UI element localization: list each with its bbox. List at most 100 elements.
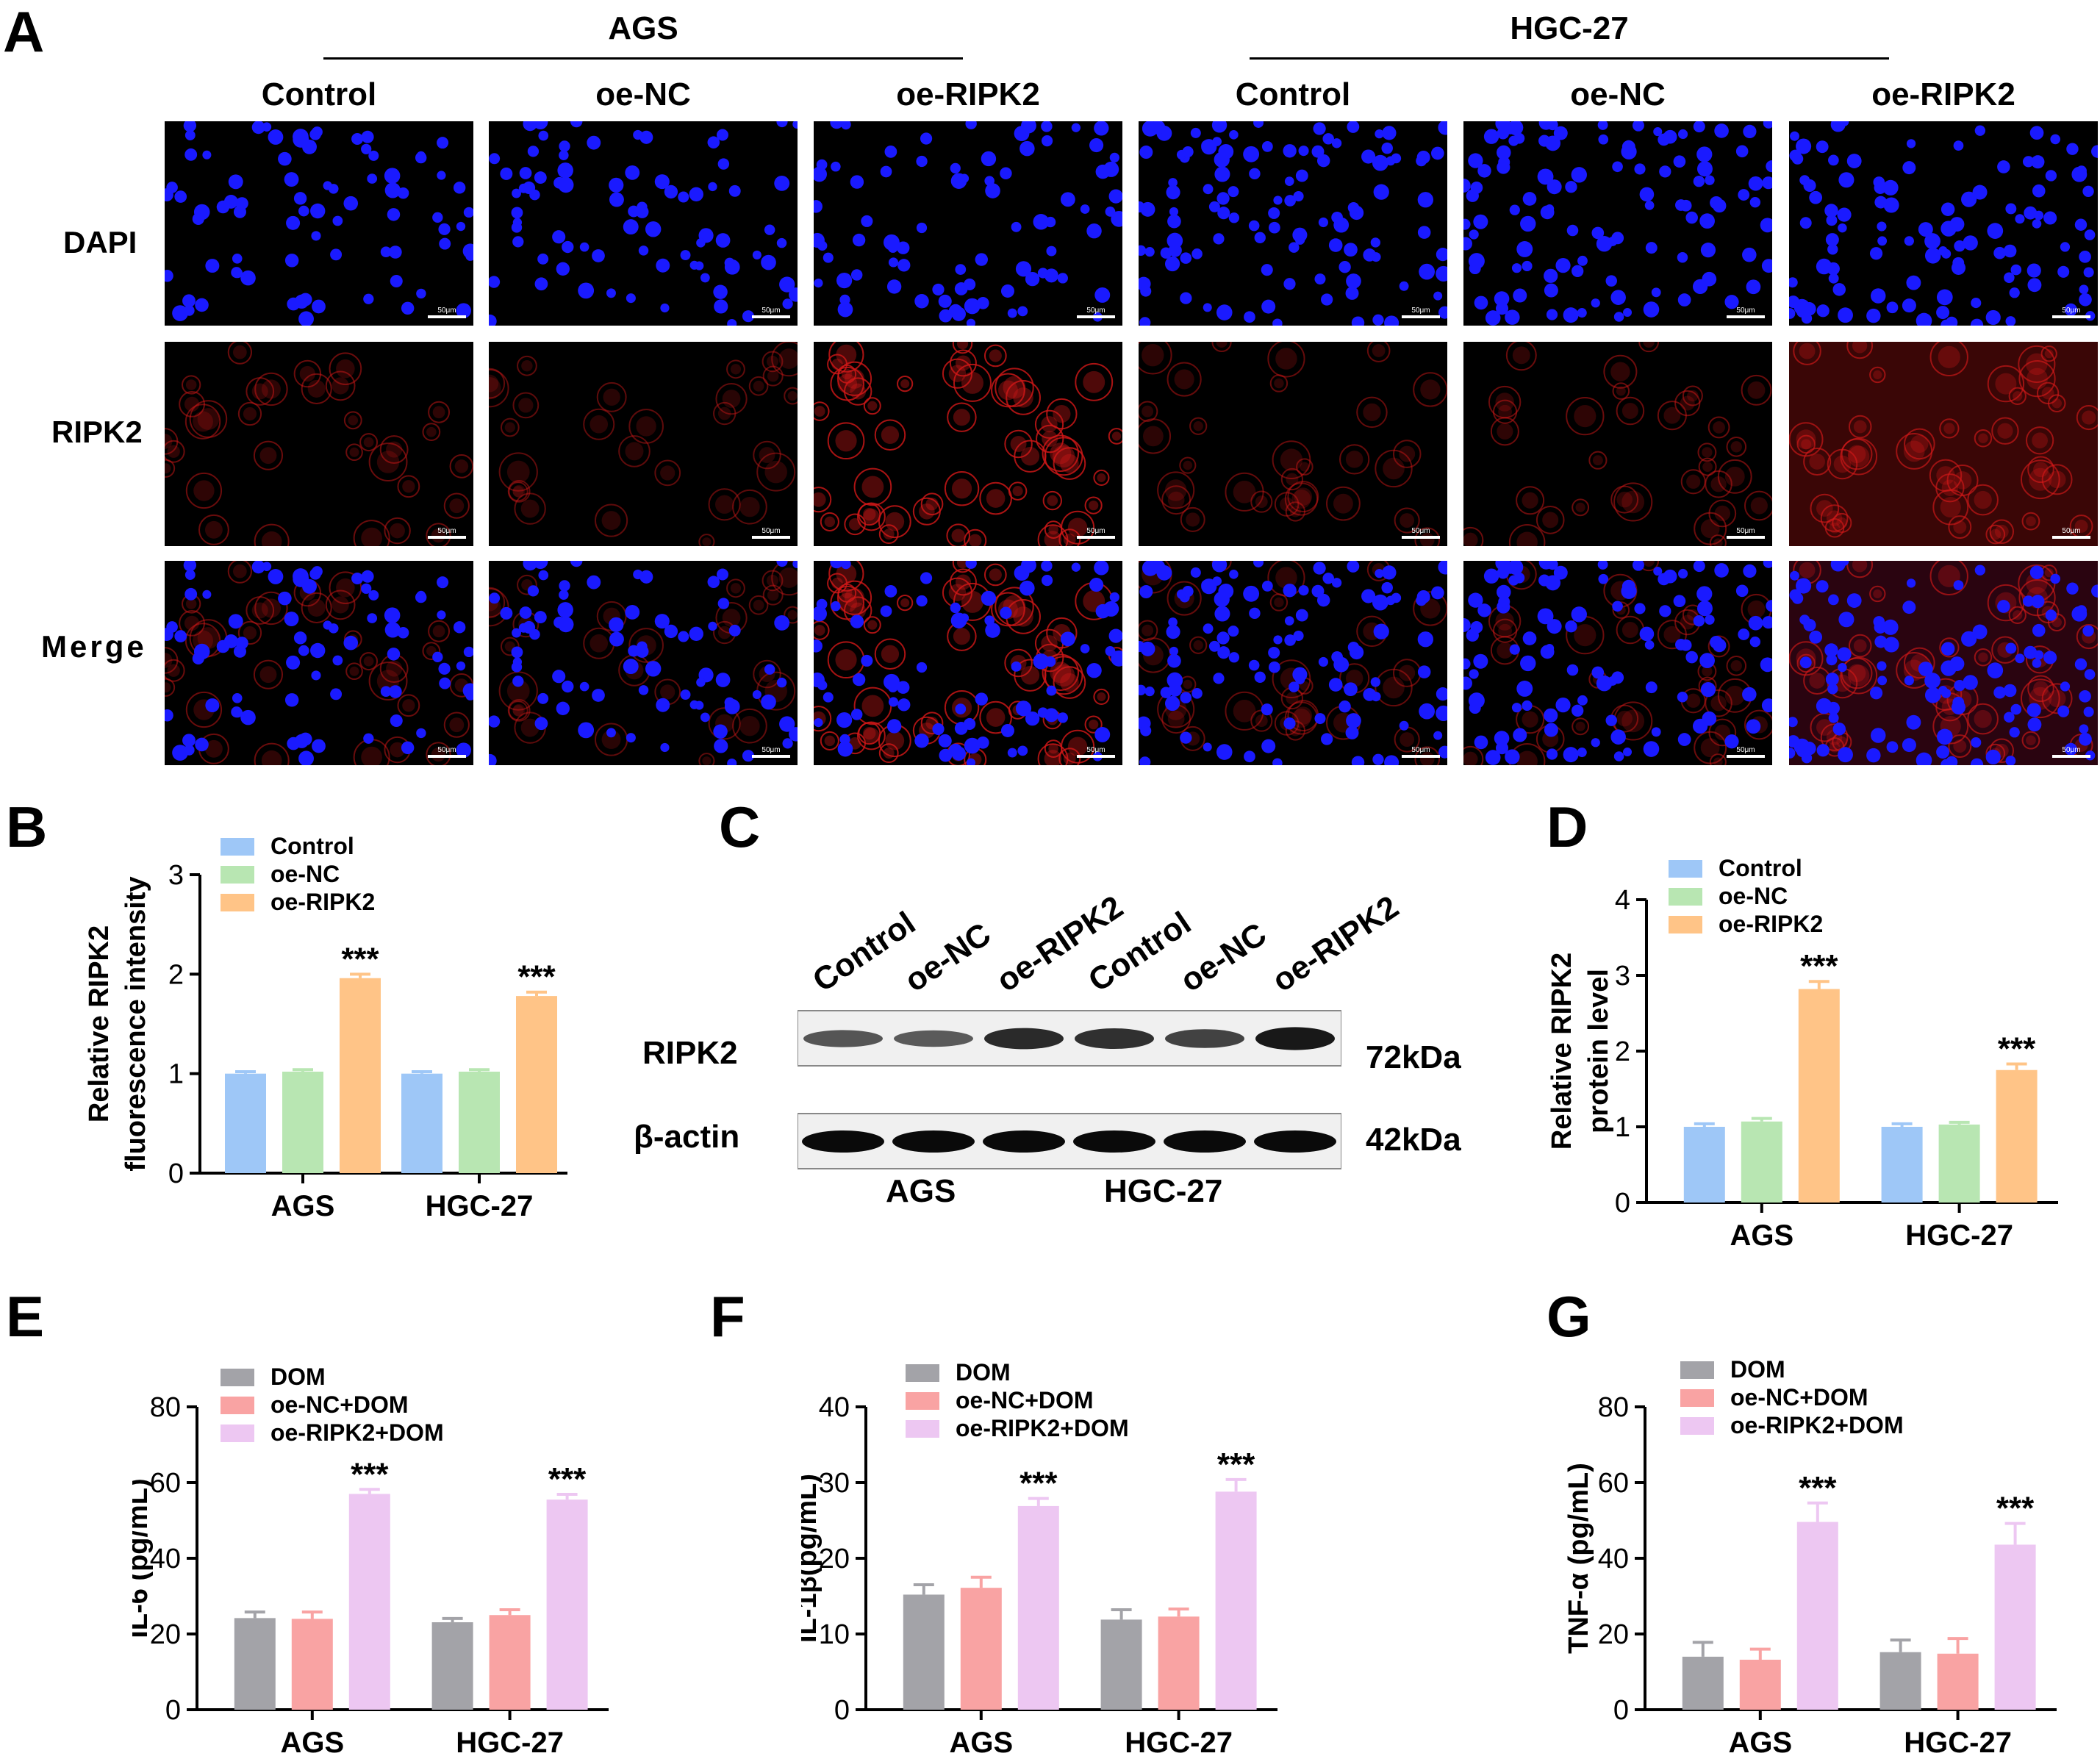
panel-letter-e: E xyxy=(6,1284,45,1349)
legend-swatch xyxy=(906,1364,939,1382)
scale-bar-line xyxy=(752,755,790,758)
col-header-oe-nc-hgc27: oe-NC xyxy=(1570,76,1666,112)
micrograph-image xyxy=(1789,561,2098,765)
y-tick-label: 4 xyxy=(1615,885,1630,916)
scale-bar-line xyxy=(1402,755,1440,758)
scale-bar-label: 50μm xyxy=(2062,746,2081,754)
bar-oe-ripk2-dom-ags xyxy=(1017,1505,1059,1710)
legend-label: oe-RIPK2+DOM xyxy=(270,1419,444,1446)
bar-oe-nc-dom-hgc-27 xyxy=(1937,1653,1979,1710)
y-axis-label: IL-6 (pg/mL) xyxy=(132,1478,154,1638)
scale-bar: 50μm xyxy=(428,307,466,318)
legend-swatch xyxy=(1680,1361,1714,1379)
scale-bar-label: 50μm xyxy=(437,307,456,315)
y-tick-label: 0 xyxy=(1615,1188,1630,1219)
scale-bar: 50μm xyxy=(752,527,790,539)
significance-marker: *** xyxy=(1019,1466,1058,1502)
y-axis-label: TNF-α (pg/mL) xyxy=(1566,1463,1594,1654)
legend-swatch xyxy=(221,1424,254,1442)
bar-dom-ags xyxy=(903,1594,945,1710)
col-header-oe-ripk2-hgc27: oe-RIPK2 xyxy=(1871,76,2015,112)
scale-bar-line xyxy=(1727,315,1765,318)
legend-label: DOM xyxy=(270,1363,326,1390)
micrograph-merge-col-2: 50μm xyxy=(489,561,798,765)
micrograph-image xyxy=(1789,121,2098,326)
row-label-ripk2: RIPK2 xyxy=(51,415,143,449)
x-tick-label: HGC-27 xyxy=(1904,1727,2012,1754)
scale-bar-line xyxy=(2052,536,2090,539)
y-tick-label: 80 xyxy=(1598,1392,1629,1423)
panel-letter-d: D xyxy=(1547,795,1588,859)
bar-oe-ripk2-dom-hgc-27 xyxy=(546,1499,588,1710)
micrograph-image xyxy=(1139,342,1447,546)
legend-swatch xyxy=(221,866,254,884)
band-actin-lane-2 xyxy=(892,1130,975,1153)
legend-label: oe-NC+DOM xyxy=(956,1387,1094,1413)
x-tick-label: AGS xyxy=(1728,1727,1792,1754)
micrograph-merge-col-1: 50μm xyxy=(165,561,473,765)
micrograph-image xyxy=(1789,342,2098,546)
significance-marker: *** xyxy=(351,1456,389,1492)
scale-bar: 50μm xyxy=(428,746,466,758)
scale-bar: 50μm xyxy=(2052,307,2090,318)
band-name-actin: β-actin xyxy=(634,1119,740,1155)
scale-bar: 50μm xyxy=(1402,307,1440,318)
micrograph-dapi-col-3: 50μm xyxy=(814,121,1122,326)
group-line-hgc27 xyxy=(1250,57,1889,60)
western-blot-panel: Control oe-NC oe-RIPK2 Control oe-NC oe-… xyxy=(634,831,1514,1213)
legend-swatch xyxy=(906,1392,939,1410)
chart-d: 0 1 2 3 4 Relative RIPK2 protein level *** AGS **… xyxy=(1547,855,2058,1252)
scale-bar-label: 50μm xyxy=(1736,527,1755,535)
y-tick-label: 1 xyxy=(1615,1112,1630,1143)
micrograph-merge-col-5: 50μm xyxy=(1463,561,1772,765)
group-line-ags xyxy=(323,57,963,60)
legend-label: oe-NC+DOM xyxy=(270,1391,409,1418)
y-tick-label: 20 xyxy=(1598,1619,1629,1650)
legend-swatch xyxy=(221,894,254,911)
scale-bar: 50μm xyxy=(1727,527,1765,539)
x-tick-label: HGC-27 xyxy=(1125,1727,1233,1754)
x-tick-label: HGC-27 xyxy=(456,1727,564,1754)
micrograph-image xyxy=(1139,561,1447,765)
y-tick-label: 0 xyxy=(165,1695,181,1726)
significance-marker: *** xyxy=(548,1461,587,1497)
micrograph-image xyxy=(165,561,473,765)
y-axis-label: fluorescence intensity xyxy=(121,876,151,1171)
bar-oe-ripk2-dom-hgc-27 xyxy=(1994,1544,2036,1710)
legend-label: oe-RIPK2+DOM xyxy=(1730,1412,1904,1438)
scale-bar: 50μm xyxy=(1077,527,1115,539)
legend-label: oe-NC xyxy=(1719,883,1788,909)
scale-bar-label: 50μm xyxy=(761,746,781,754)
group-label-hgc27: HGC-27 xyxy=(1510,10,1629,46)
scale-bar: 50μm xyxy=(1727,307,1765,318)
scale-bar-label: 50μm xyxy=(1411,746,1430,754)
bar-oe-ripk2-dom-ags xyxy=(1796,1522,1838,1710)
band-actin-lane-5 xyxy=(1164,1130,1246,1153)
y-tick-label: 3 xyxy=(1615,961,1630,992)
y-axis-label: Relative RIPK2 xyxy=(1547,953,1577,1150)
y-tick-label: 40 xyxy=(1598,1544,1629,1574)
significance-marker: *** xyxy=(1996,1491,2035,1527)
bar-oe-nc-ags xyxy=(1741,1121,1782,1203)
y-tick-label: 60 xyxy=(1598,1468,1629,1499)
micrograph-image xyxy=(489,121,798,326)
significance-marker: *** xyxy=(1998,1031,2036,1067)
panel-letter-f: F xyxy=(710,1284,745,1349)
micrograph-image xyxy=(1463,342,1772,546)
blot-group-hgc27: HGC-27 xyxy=(1104,1173,1223,1209)
micrograph-dapi-col-6: 50μm xyxy=(1789,121,2098,326)
legend-swatch xyxy=(1669,888,1702,906)
legend-label: oe-NC+DOM xyxy=(1730,1384,1868,1411)
y-tick-label: 40 xyxy=(150,1544,181,1574)
col-header-control-hgc27: Control xyxy=(1235,76,1351,112)
micrograph-image xyxy=(489,561,798,765)
micrograph-image xyxy=(814,561,1122,765)
band-size-ripk2: 72kDa xyxy=(1366,1039,1461,1075)
scale-bar: 50μm xyxy=(428,527,466,539)
bar-dom-ags xyxy=(234,1618,276,1710)
bar-oe-nc-dom-ags xyxy=(1739,1660,1781,1710)
legend-swatch xyxy=(1669,916,1702,933)
y-tick-label: 2 xyxy=(1615,1036,1630,1067)
y-tick-label: 20 xyxy=(819,1544,850,1574)
